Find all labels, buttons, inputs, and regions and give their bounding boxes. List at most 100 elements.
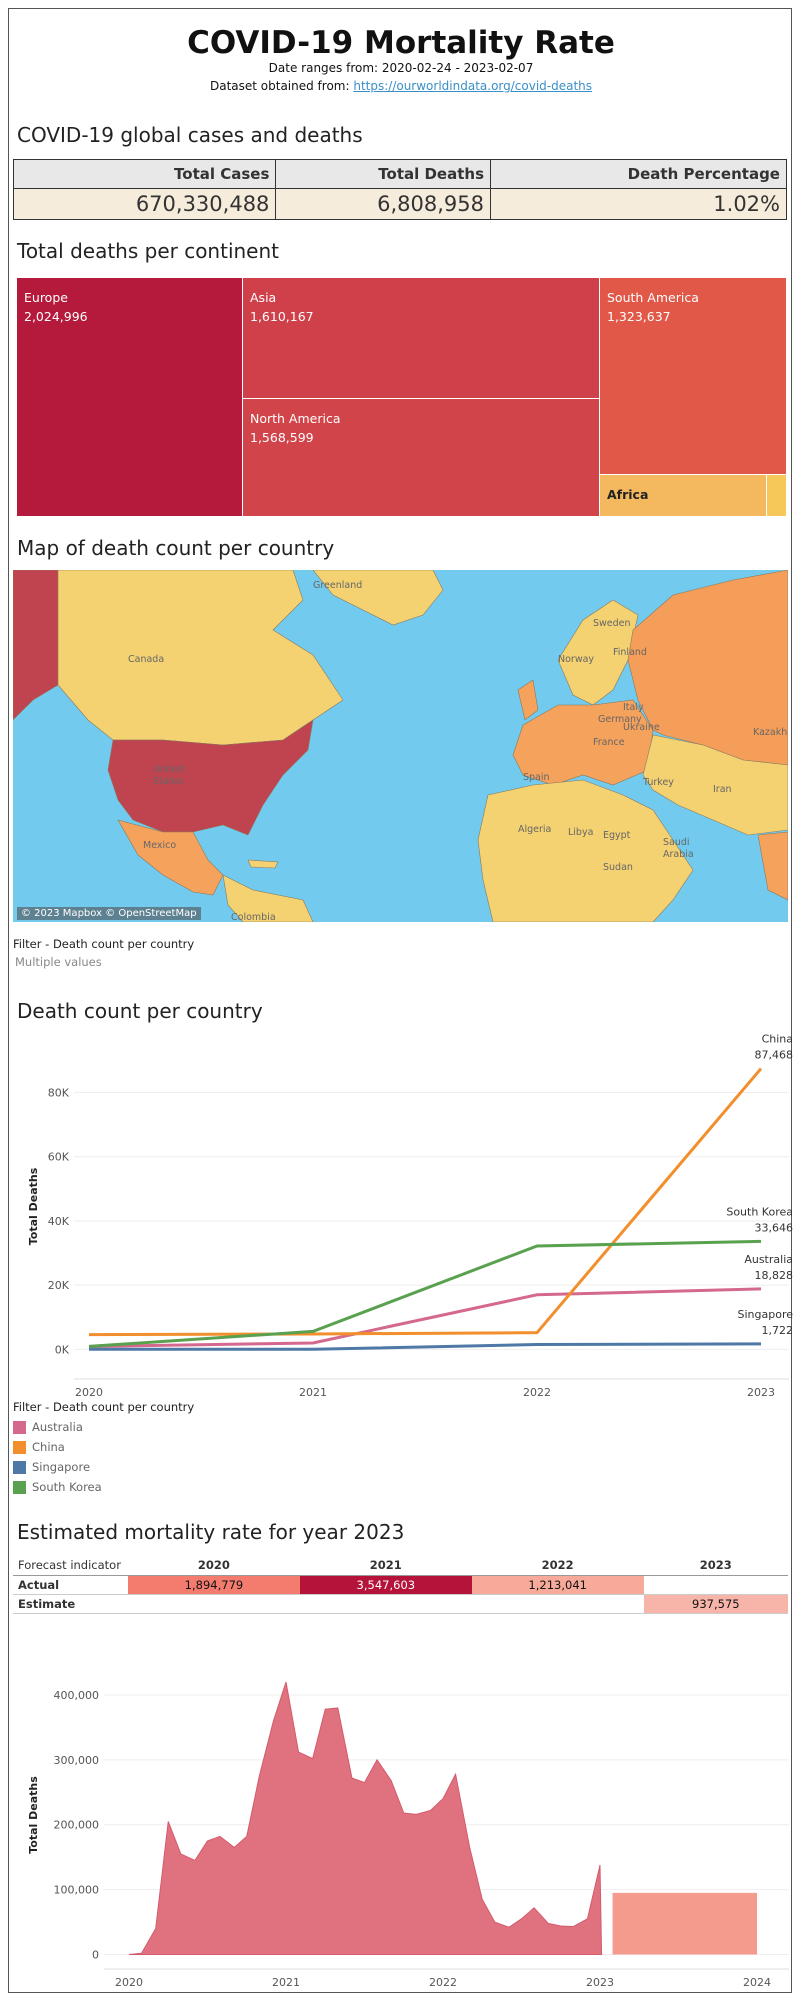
kpi-header-total-cases: Total Cases [12,159,277,189]
map-section-title: Map of death count per country [17,536,335,560]
x-tick-label: 2023 [586,1976,614,1989]
forecast-cell[interactable] [471,1594,644,1614]
region-uk[interactable] [517,679,539,721]
x-tick-label: 2024 [743,1976,771,1989]
y-axis-label: Total Deaths [27,1167,40,1245]
world-map[interactable]: Greenland Canada United States Mexico Colombi… [13,570,788,922]
y-tick-label: 300,000 [54,1754,100,1767]
treemap-label: Asia [250,290,277,305]
region-mexico[interactable] [117,819,224,896]
y-tick-label: 200,000 [54,1819,100,1832]
treemap-cell-south-america[interactable]: South America 1,323,637 [600,278,787,475]
legend-title: Filter - Death count per country [13,1400,195,1414]
map-labels: Greenland Canada United States Mexico Colombi… [128,580,788,922]
kpi-total-deaths: 6,808,958 [275,188,492,220]
region-central-america[interactable] [222,874,314,922]
region-india[interactable] [757,831,788,901]
forecast-cell[interactable] [643,1575,788,1595]
continent-treemap: Europe 2,024,996 Asia 1,610,167 North Amer… [17,278,787,517]
y-tick-label: 100,000 [54,1884,100,1897]
map-label: Algeria [518,824,551,835]
forecast-cell[interactable]: 1,213,041 [471,1575,644,1595]
map-label: Italy [623,702,644,713]
series-line-south-korea[interactable] [88,1239,762,1348]
y-axis-ticks: 0 100,000 200,000 300,000 400,000 [54,1689,100,1962]
map-label: Finland [613,647,647,658]
x-tick-label: 2020 [75,1386,103,1399]
line-legend: Australia China Singapore South Korea [13,1417,102,1497]
treemap-cell-asia[interactable]: Asia 1,610,167 [243,278,600,399]
legend-label: South Korea [32,1480,102,1494]
region-europe[interactable] [512,699,654,786]
map-label: Canada [128,654,164,665]
legend-swatch [13,1440,26,1454]
legend-item[interactable]: Singapore [13,1457,102,1477]
forecast-section-title: Estimated mortality rate for year 2023 [17,1520,405,1544]
region-alaska[interactable] [13,570,59,721]
legend-item[interactable]: China [13,1437,102,1457]
forecast-cell[interactable] [128,1594,300,1614]
treemap-section-title: Total deaths per continent [17,239,280,263]
treemap-label: Africa [607,487,649,502]
treemap-label: South America [607,290,699,305]
y-tick-label: 0 [92,1949,99,1962]
treemap-cell-africa[interactable]: Africa [600,475,767,517]
legend-label: China [32,1440,65,1454]
region-africa[interactable] [477,779,694,922]
region-middle-east[interactable] [642,734,788,836]
y-tick-label: 80K [48,1087,70,1100]
map-label: Mexico [143,840,176,851]
estimate-bar[interactable] [612,1892,757,1955]
series-end-name: Singapore [738,1308,794,1321]
kpi-header-total-deaths: Total Deaths [275,159,492,189]
treemap-value: 1,610,167 [250,309,314,324]
dashboard-title: COVID-19 Mortality Rate [187,25,615,61]
x-tick-label: 2022 [429,1976,457,1989]
map-filter-value[interactable]: Multiple values [15,955,102,969]
x-tick-label: 2021 [299,1386,327,1399]
world-map-svg: Greenland Canada United States Mexico Colombi… [13,570,788,922]
x-tick-label: 2021 [272,1976,300,1989]
source-link[interactable]: https://ourworldindata.org/covid-deaths [353,79,593,93]
legend-label: Australia [32,1420,83,1434]
forecast-cell[interactable]: 1,894,779 [128,1575,300,1595]
date-range: Date ranges from: 2020-02-24 - 2023-02-0… [268,61,534,75]
x-tick-label: 2023 [747,1386,775,1399]
series-end-value: 33,646 [755,1221,794,1234]
forecast-cell[interactable]: 3,547,603 [299,1575,472,1595]
forecast-row-estimate: Estimate 937,575 [13,1594,788,1614]
region-greenland[interactable] [312,570,444,626]
map-attribution: © 2023 Mapbox © OpenStreetMap [17,907,201,920]
treemap-cell-oceania[interactable] [767,475,787,517]
treemap-cell-europe[interactable]: Europe 2,024,996 [17,278,243,517]
forecast-row-actual: Actual 1,894,779 3,547,603 1,213,041 [13,1575,788,1595]
forecast-corner-label: Forecast indicator [13,1556,128,1576]
y-axis-label: Total Deaths [27,1776,40,1854]
map-label: Sweden [593,618,631,629]
actual-area[interactable] [128,1681,603,1956]
area-marks [128,1681,757,1956]
kpi-value-row: 670,330,488 6,808,958 1.02% [12,188,787,220]
map-label: Greenland [313,580,362,591]
region-cuba[interactable] [247,859,279,869]
series-line-singapore[interactable] [88,1342,762,1351]
region-canada[interactable] [57,570,344,746]
map-label: Iran [713,784,732,795]
forecast-cell[interactable] [299,1594,472,1614]
y-tick-label: 400,000 [54,1689,100,1702]
series-end-value: 87,468 [755,1049,794,1062]
grid [74,1092,789,1380]
map-label: Saudi Arabia [663,837,694,860]
forecast-cell[interactable]: 937,575 [643,1594,788,1614]
series-end-name: China [762,1034,793,1046]
series-line-china[interactable] [88,1067,763,1337]
legend-item[interactable]: South Korea [13,1477,102,1497]
legend-swatch [13,1460,26,1474]
x-axis-ticks: 2020 2021 2022 2023 2024 [115,1976,771,1989]
series-line-australia[interactable] [88,1287,762,1348]
legend-item[interactable]: Australia [13,1417,102,1437]
legend-swatch [13,1480,26,1494]
treemap-cell-north-america[interactable]: North America 1,568,599 [243,399,600,517]
source-line: Dataset obtained from: https://ourworldi… [9,79,793,93]
region-united-states[interactable] [107,719,314,836]
